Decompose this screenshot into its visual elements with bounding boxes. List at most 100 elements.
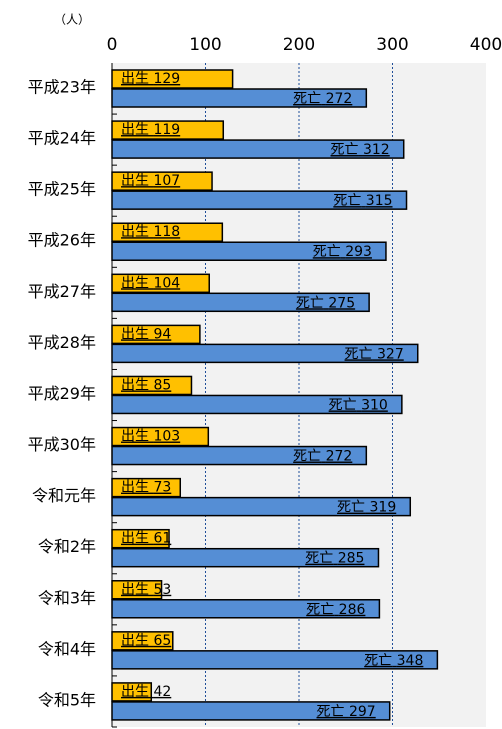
- value-label: 死亡 297: [317, 704, 376, 720]
- value-label: 出生 118: [121, 224, 180, 240]
- value: 327: [377, 346, 404, 362]
- value: 42: [153, 684, 171, 700]
- unit-label: （人）: [54, 13, 90, 27]
- bar: [111, 324, 201, 345]
- series-name: 出生: [121, 224, 149, 240]
- value-label: 出生 53: [121, 582, 171, 598]
- series-name: 死亡: [296, 295, 324, 311]
- value: 65: [153, 633, 171, 649]
- value-label: 死亡 285: [305, 551, 364, 567]
- value-label: 死亡 286: [306, 602, 365, 618]
- series-name: 出生: [121, 582, 149, 598]
- series-name: 死亡: [329, 397, 357, 413]
- y-tick-label: 平成27年: [28, 282, 96, 301]
- value-label: 死亡 275: [296, 295, 355, 311]
- value-label: 死亡 272: [293, 449, 352, 465]
- bar: [111, 701, 391, 721]
- x-tick-label: 400: [470, 35, 502, 55]
- value: 61: [153, 531, 171, 547]
- series-name: 死亡: [331, 142, 359, 158]
- x-tick-label: 300: [376, 35, 408, 55]
- value-label: 死亡 310: [329, 397, 388, 413]
- y-tick-label: 令和2年: [38, 537, 96, 556]
- value-label: 出生 61: [121, 531, 171, 547]
- value-label: 死亡 272: [293, 91, 352, 107]
- y-tick-label: 平成30年: [28, 435, 96, 454]
- y-tick-label: 令和4年: [38, 639, 96, 658]
- value-label: 出生 73: [121, 480, 171, 496]
- series-name: 死亡: [293, 91, 321, 107]
- value: 107: [153, 173, 180, 189]
- value: 119: [153, 122, 180, 138]
- x-tick-label: 0: [107, 35, 118, 55]
- series-name: 出生: [121, 122, 149, 138]
- value-label: 出生 65: [121, 633, 171, 649]
- value: 293: [345, 244, 372, 260]
- series-name: 出生: [121, 480, 149, 496]
- y-tick-label: 平成28年: [28, 333, 96, 352]
- value: 272: [326, 449, 353, 465]
- series-name: 死亡: [337, 500, 365, 516]
- series-name: 死亡: [313, 244, 341, 260]
- value-label: 出生 104: [121, 275, 180, 291]
- bar: [111, 599, 381, 619]
- bar: [111, 69, 234, 89]
- series-name: 出生: [121, 173, 149, 189]
- series-name: 出生: [121, 71, 149, 87]
- value-label: 死亡 312: [331, 142, 390, 158]
- value-label: 死亡 293: [313, 244, 372, 260]
- bar: [111, 394, 403, 415]
- series-name: 死亡: [345, 346, 373, 362]
- series-name: 出生: [121, 684, 149, 700]
- value-label: 出生 119: [121, 122, 180, 138]
- value: 275: [328, 295, 355, 311]
- bar: [111, 580, 163, 600]
- bar: [111, 273, 210, 294]
- series-name: 出生: [121, 275, 149, 291]
- value: 272: [326, 91, 353, 107]
- bar: [111, 139, 405, 159]
- y-tick-label: 平成26年: [28, 231, 96, 250]
- bar: [111, 650, 439, 670]
- value: 315: [366, 193, 393, 209]
- x-tick-label: 100: [189, 35, 221, 55]
- bar: [111, 120, 225, 140]
- value: 310: [361, 397, 388, 413]
- value-label: 出生 42: [121, 684, 171, 700]
- series-name: 死亡: [293, 449, 321, 465]
- bar: [111, 682, 153, 702]
- y-tick-label: 平成29年: [28, 384, 96, 403]
- value-label: 死亡 348: [364, 653, 423, 669]
- series-name: 死亡: [305, 551, 333, 567]
- series-name: 死亡: [364, 653, 392, 669]
- value: 285: [338, 551, 365, 567]
- value: 85: [153, 377, 171, 393]
- bar: [111, 343, 419, 364]
- value: 297: [349, 704, 376, 720]
- value-label: 出生 129: [121, 71, 180, 87]
- bar: [111, 528, 170, 549]
- value: 319: [370, 500, 397, 516]
- value: 129: [153, 71, 180, 87]
- bar: [111, 241, 387, 261]
- series-name: 出生: [121, 633, 149, 649]
- bar: [111, 222, 224, 242]
- value: 312: [363, 142, 390, 158]
- bar: [111, 496, 412, 517]
- bar: [111, 375, 193, 396]
- bar: [111, 171, 213, 191]
- bar: [111, 477, 182, 498]
- x-tick-label: 200: [283, 35, 315, 55]
- y-tick-label: 平成23年: [28, 78, 96, 97]
- series-name: 出生: [121, 429, 149, 445]
- bar: [111, 190, 408, 210]
- bar: [111, 292, 370, 313]
- value-label: 出生 103: [121, 429, 180, 445]
- value: 73: [153, 480, 171, 496]
- y-tick-label: 令和元年: [32, 486, 96, 505]
- series-name: 出生: [121, 531, 149, 547]
- value: 348: [397, 653, 424, 669]
- bar: [111, 445, 368, 466]
- value-label: 死亡 319: [337, 500, 396, 516]
